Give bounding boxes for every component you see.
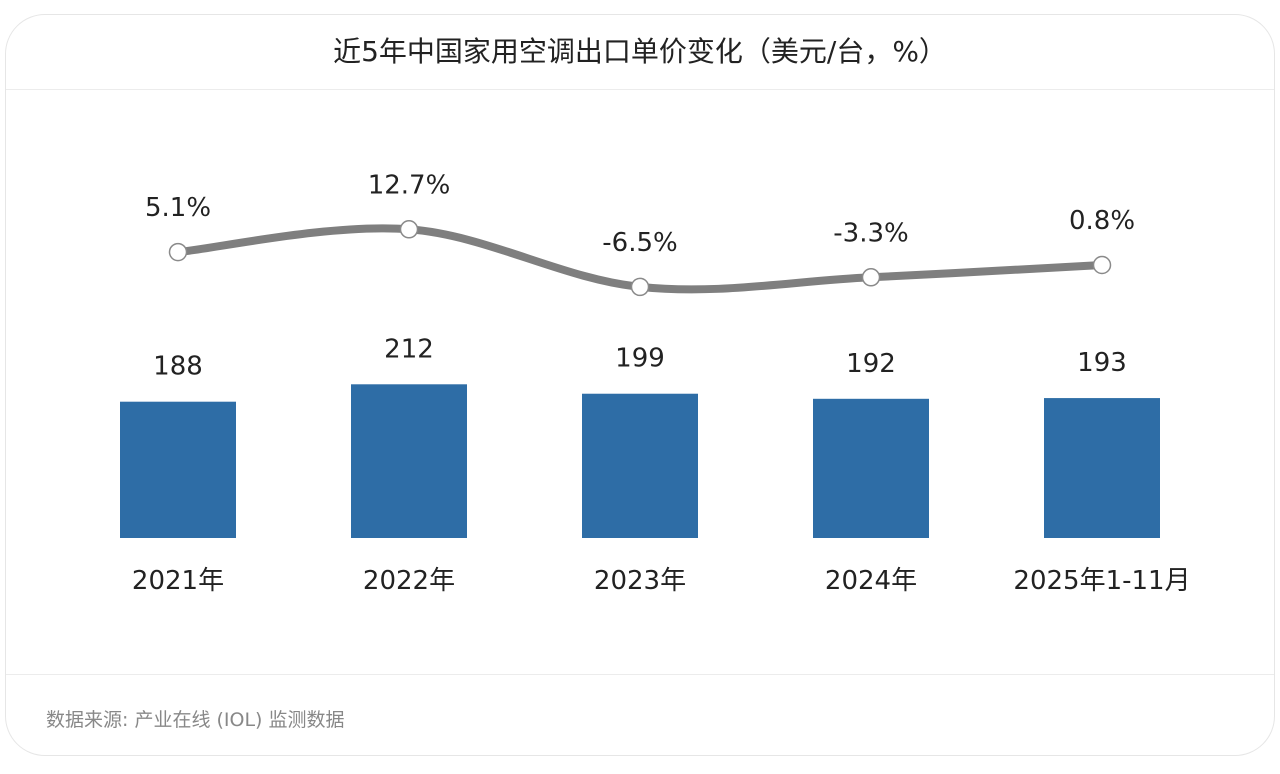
bar-value-label: 192 [846,349,896,379]
bar [1044,398,1160,538]
chart-title: 近5年中国家用空调出口单价变化（美元/台，%） [333,35,947,68]
category-label: 2021年 [132,566,224,596]
growth-point [861,268,881,287]
category-label: 2025年1-11月 [1013,566,1190,596]
bar-value-label: 188 [153,352,203,382]
category-label: 2023年 [594,566,686,596]
title-divider [6,89,1274,90]
category-label: 2022年 [363,566,455,596]
bar [120,401,236,538]
footer-divider [6,674,1274,675]
bar [351,384,467,538]
data-source: 数据来源: 产业在线 (IOL) 监测数据 [46,709,345,731]
bar-value-label: 212 [384,334,434,364]
chart-card [5,14,1275,756]
bar [813,398,929,538]
bar-value-label: 199 [615,344,665,374]
growth-point [630,277,650,297]
bar-value-label: 193 [1077,348,1127,378]
growth-point [1092,255,1112,275]
growth-value-label: -3.3% [833,218,908,248]
growth-point [168,242,188,262]
growth-value-label: -6.5% [602,228,677,258]
growth-point [399,220,419,239]
growth-value-label: 5.1% [145,193,211,223]
bar [582,393,698,538]
growth-value-label: 0.8% [1069,206,1135,236]
growth-value-label: 12.7% [368,170,451,200]
category-label: 2024年 [825,566,917,596]
